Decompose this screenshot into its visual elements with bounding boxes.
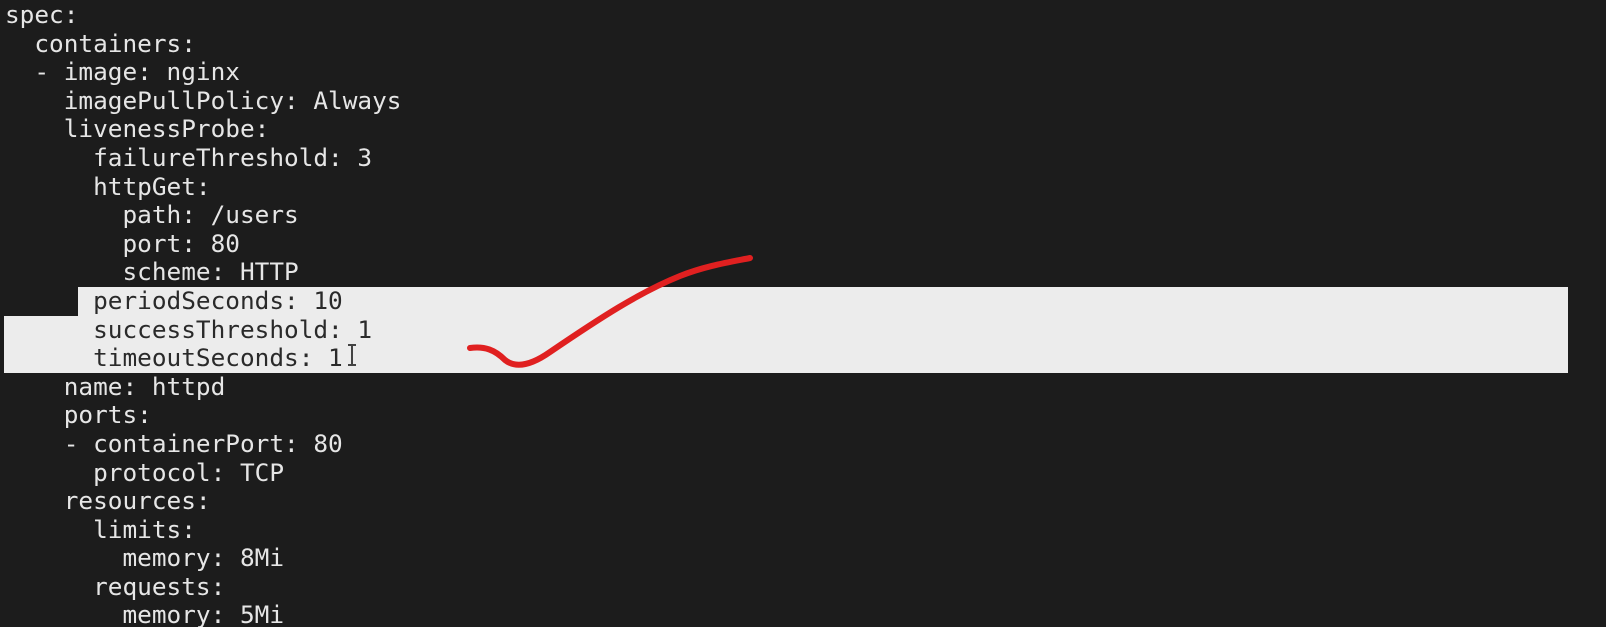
code-line: timeoutSeconds: 1 (5, 343, 343, 373)
code-line: port: 80 (5, 228, 240, 258)
code-line: ports: (5, 400, 152, 430)
code-line: - image: nginx (5, 57, 240, 87)
code-line: memory: 5Mi (5, 600, 285, 627)
code-line: livenessProbe: (5, 114, 270, 144)
code-line: spec: (5, 0, 79, 29)
code-line: failureThreshold: 3 (5, 142, 373, 172)
code-line: imagePullPolicy: Always (5, 85, 402, 115)
code-line: limits: (5, 514, 196, 544)
code-line: periodSeconds: 10 (5, 285, 343, 315)
selection (78, 287, 1568, 316)
code-block: spec: containers: - image: nginx imagePu… (5, 0, 402, 627)
selection (4, 316, 1568, 373)
code-line: - containerPort: 80 (5, 428, 343, 458)
code-line: path: /users (5, 200, 299, 230)
text-cursor (348, 344, 356, 366)
code-line: successThreshold: 1 (5, 314, 373, 344)
check-mark (467, 255, 753, 368)
code-line: protocol: TCP (5, 457, 285, 487)
code-line: scheme: HTTP (5, 257, 299, 287)
code-line: httpGet: (5, 171, 211, 201)
code-line: memory: 8Mi (5, 543, 285, 573)
code-line: requests: (5, 571, 226, 601)
code-line: name: httpd (5, 371, 226, 401)
code-line: resources: (5, 486, 211, 516)
code-line: containers: (5, 28, 196, 58)
